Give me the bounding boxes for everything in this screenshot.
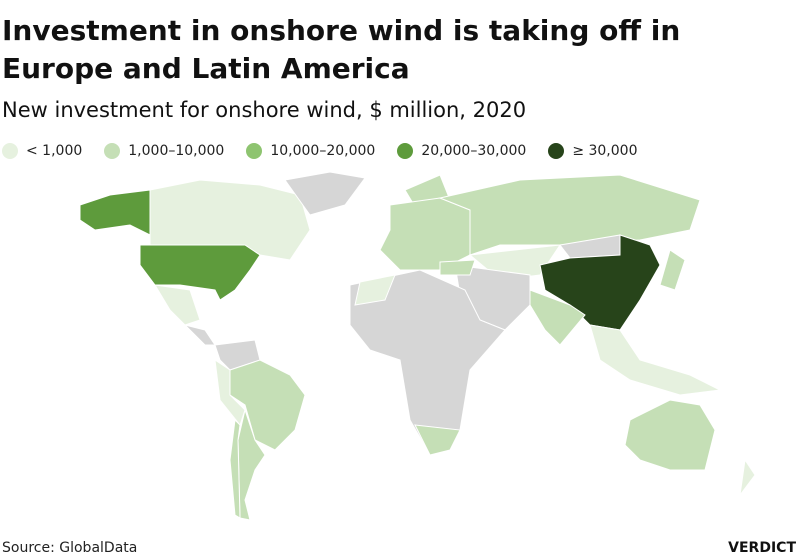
country: [589, 324, 722, 396]
country: [229, 359, 306, 451]
country: [183, 324, 216, 346]
country: [379, 197, 471, 271]
legend-swatch: [246, 143, 263, 159]
country: [229, 418, 241, 519]
country: [659, 249, 686, 291]
world-map: [79, 171, 756, 521]
legend-label: < 1,000: [26, 143, 83, 159]
legend-swatch: [397, 143, 414, 159]
legend-swatch: [2, 143, 18, 159]
country: [739, 458, 756, 496]
brand: VERDICT: [728, 540, 796, 556]
legend-item: < 1,000: [2, 143, 82, 159]
country: [539, 234, 661, 331]
subtitle: New investment for onshore wind, $ milli…: [2, 98, 527, 122]
legend-swatch: [104, 143, 121, 159]
country: [154, 284, 201, 326]
legend-swatch: [548, 143, 565, 159]
title: Investment in onshore wind is taking off…: [2, 14, 681, 85]
legend-item: 1,000–10,000: [104, 143, 224, 159]
legend-item: 20,000–30,000: [397, 143, 526, 159]
country: [79, 189, 151, 236]
legend-label: ≥ 30,000: [572, 143, 638, 159]
source: Source: GlobalData: [2, 540, 138, 556]
country: [414, 424, 461, 456]
country: [139, 244, 261, 301]
legend-item: 10,000–20,000: [246, 143, 375, 159]
legend-item: ≥ 30,000: [548, 143, 637, 159]
country: [354, 274, 396, 306]
country: [439, 259, 476, 276]
legend: < 1,000 1,000–10,000 10,000–20,000 20,000–3…: [2, 143, 637, 159]
legend-label: 1,000–10,000: [128, 143, 225, 159]
country: [624, 399, 716, 471]
legend-label: 20,000–30,000: [421, 143, 527, 159]
legend-label: 10,000–20,000: [270, 143, 376, 159]
country: [438, 174, 701, 256]
country: [284, 171, 366, 216]
